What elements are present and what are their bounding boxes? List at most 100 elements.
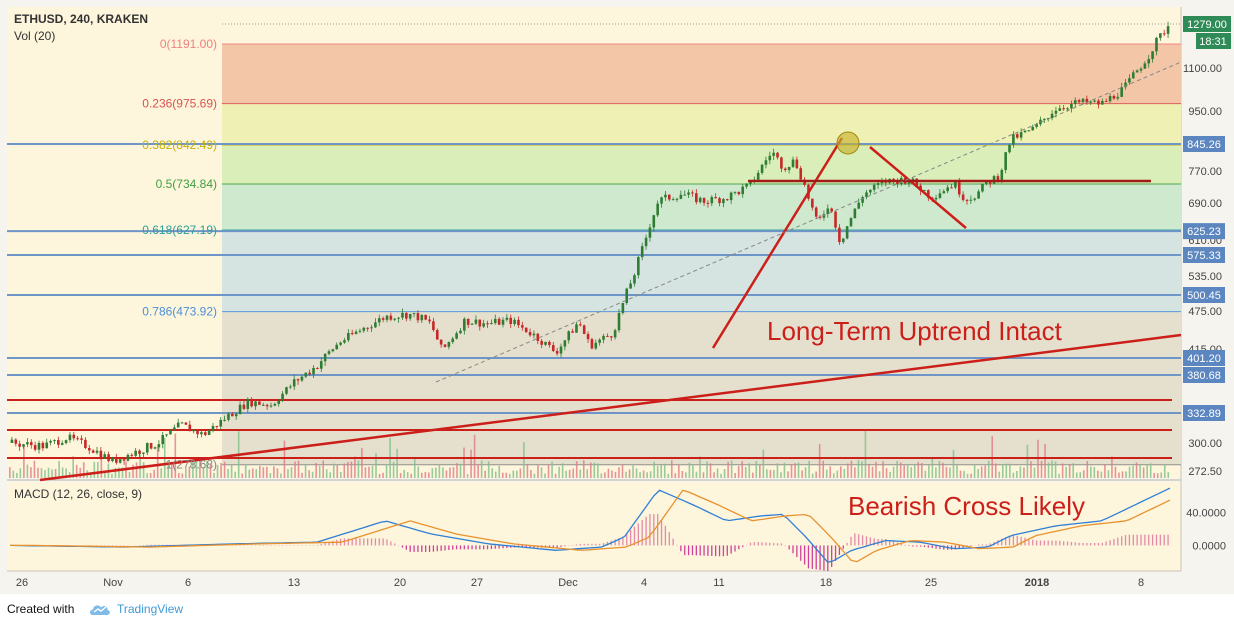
level-tag	[1183, 405, 1225, 421]
volume-bar	[118, 467, 120, 478]
volume-bar	[181, 473, 184, 478]
volume-bar	[685, 472, 687, 478]
price-chart[interactable]: 0(1191.00) 0.236(975.69) 0.382(842.49) 0.5(…	[0, 0, 1234, 594]
volume-bar	[494, 471, 497, 478]
candle-body	[203, 432, 207, 435]
volume-bar	[269, 473, 272, 478]
volume-bar	[350, 461, 353, 478]
time-tick-label: 8	[1138, 577, 1144, 589]
volume-bar	[836, 470, 839, 478]
candle-body	[555, 350, 559, 354]
candle-body	[737, 191, 741, 195]
volume-bar	[79, 467, 82, 478]
tradingview-link[interactable]: TradingView	[117, 602, 184, 616]
volume-bar	[234, 471, 236, 478]
candle-body	[876, 183, 880, 185]
volume-bar	[251, 468, 254, 478]
volume-bar	[378, 473, 381, 478]
candle-body	[698, 197, 702, 203]
volume-bar	[266, 466, 268, 478]
volume-bar	[611, 470, 613, 478]
candle-body	[173, 427, 176, 431]
volume-bar	[82, 462, 85, 478]
candle-body	[300, 376, 304, 381]
volume-bar	[33, 460, 36, 478]
candle-body	[942, 191, 946, 194]
candle-body	[14, 439, 18, 444]
price-tick-label: 950.00	[1188, 106, 1222, 118]
candle-body	[261, 404, 265, 406]
volume-bar	[371, 465, 374, 478]
candle-body	[374, 322, 377, 328]
candle-body	[265, 404, 269, 407]
candle-body	[598, 339, 601, 343]
candle-body	[68, 434, 72, 441]
volume-bar	[801, 470, 803, 478]
candle-body	[401, 312, 404, 318]
volume-bar	[501, 472, 504, 478]
candle-body	[509, 317, 513, 325]
candle-body	[1004, 152, 1007, 171]
candle-body	[443, 344, 447, 347]
price-tick-label: 770.00	[1188, 166, 1222, 178]
candle-body	[420, 314, 424, 321]
price-tick-label: 690.00	[1188, 198, 1222, 210]
candle-body	[130, 454, 134, 456]
candle-body	[675, 198, 679, 200]
volume-bar	[283, 440, 286, 478]
volume-bar	[1142, 467, 1145, 478]
candle-body	[865, 192, 868, 198]
candle-body	[72, 434, 76, 439]
volume-bar	[854, 467, 856, 478]
volume-bar	[1090, 466, 1092, 478]
candle-body	[157, 444, 161, 448]
rally-trendline[interactable]	[711, 137, 844, 349]
volume-bar	[420, 472, 423, 478]
volume-bar	[1001, 464, 1004, 478]
candle-body	[780, 157, 783, 169]
fib-level-label: 0.786(473.92)	[142, 305, 217, 319]
volume-bar	[178, 473, 180, 478]
candle-body	[849, 218, 853, 227]
candle-body	[60, 443, 64, 445]
volume-bar	[899, 462, 902, 478]
volume-bar	[97, 461, 99, 478]
volume-bar	[667, 473, 670, 478]
candle-body	[234, 414, 238, 417]
volume-bar	[649, 471, 652, 478]
candle-body	[118, 459, 122, 463]
candle-body	[934, 197, 938, 200]
volume-bar	[1054, 461, 1057, 478]
candle-body	[393, 318, 397, 320]
candle-body	[1073, 100, 1077, 104]
volume-bar	[435, 467, 437, 478]
long-term-trendline[interactable]	[39, 333, 1182, 482]
volume-bar	[956, 465, 958, 478]
volume-bar	[311, 471, 314, 478]
candle-body	[830, 208, 833, 212]
volume-bar	[424, 471, 427, 478]
candle-body	[695, 193, 698, 203]
candle-body	[18, 443, 21, 447]
descending-trendline[interactable]	[869, 146, 967, 229]
volume-bar	[512, 470, 515, 478]
volume-bar	[1160, 472, 1163, 478]
volume-bar	[1033, 467, 1036, 478]
candle-body	[946, 187, 949, 192]
volume-bar	[653, 461, 655, 478]
volume-bar	[413, 459, 416, 478]
volume-bar	[868, 463, 870, 478]
candle-body	[486, 323, 489, 325]
candle-body	[223, 419, 226, 421]
volume-bar	[590, 462, 592, 478]
volume-bar	[128, 471, 131, 478]
volume-bar	[216, 464, 219, 478]
volume-bar	[1139, 464, 1141, 478]
volume-bar	[477, 464, 479, 478]
candle-body	[729, 192, 733, 201]
volume-bar	[748, 463, 751, 478]
candle-body	[296, 379, 300, 381]
volume-bar	[702, 472, 705, 478]
volume-bar	[935, 467, 937, 478]
volume-bar	[304, 463, 307, 478]
